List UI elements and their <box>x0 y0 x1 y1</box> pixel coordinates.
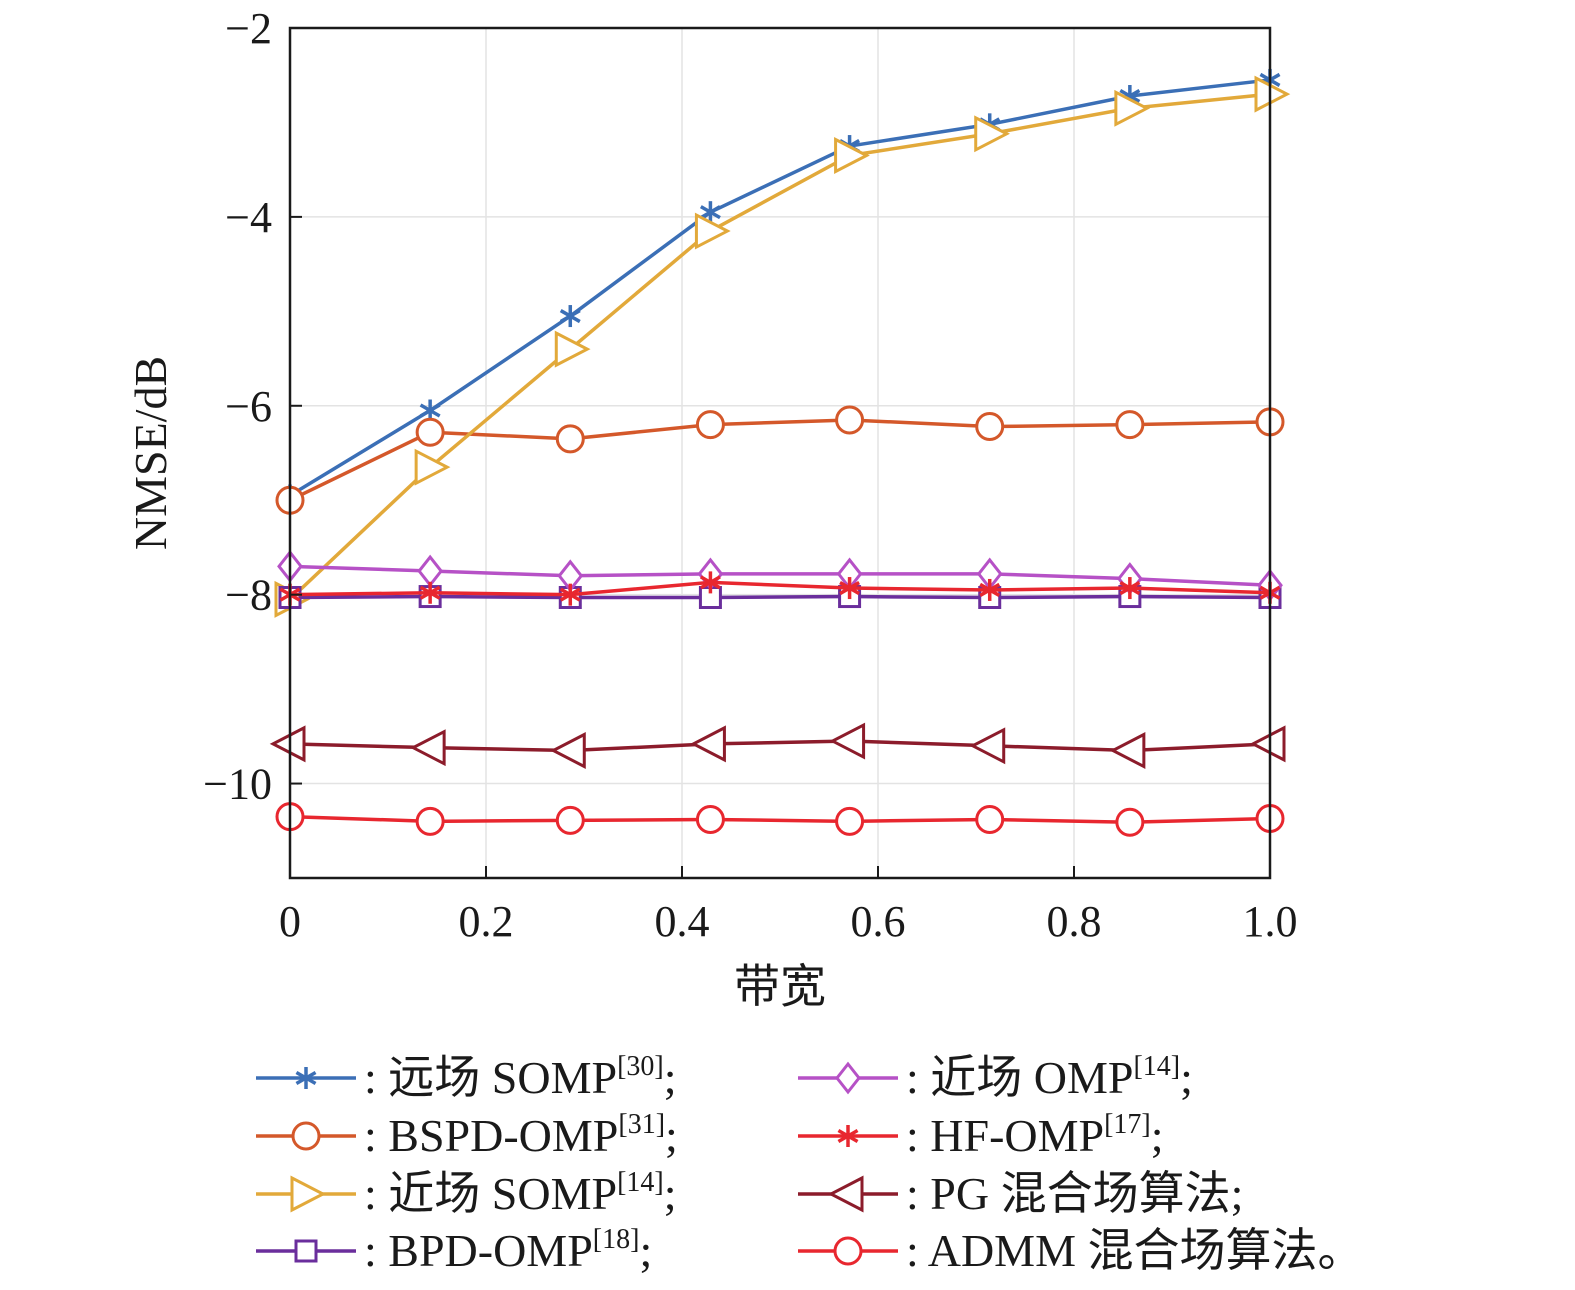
data-point-marker <box>839 577 861 600</box>
legend-marker <box>291 1121 321 1151</box>
data-point-marker <box>979 578 1001 601</box>
data-point-marker <box>559 583 581 606</box>
data-point-marker <box>690 725 726 763</box>
data-point-marker <box>974 115 1010 153</box>
series-line <box>289 594 1271 600</box>
x-tick-label: 0.8 <box>1047 897 1102 946</box>
data-point-marker <box>829 722 866 760</box>
data-point-marker <box>409 729 446 767</box>
data-point-marker <box>1114 89 1151 127</box>
plot-series <box>269 68 1291 837</box>
y-tick-label: −4 <box>225 193 272 242</box>
x-axis-label: 带宽 <box>734 961 826 1012</box>
x-tick-label: 0 <box>279 897 301 946</box>
data-point-marker <box>1115 807 1145 837</box>
x-tick-label: 0.6 <box>851 897 906 946</box>
legend-item-6: : HF-OMP[17]; <box>798 1109 1164 1161</box>
data-point-marker <box>415 417 445 447</box>
legend-label: : BSPD-OMP[31]; <box>364 1109 678 1161</box>
plot-frame <box>288 26 1272 880</box>
data-point-marker <box>414 448 451 486</box>
legend-label: : HF-OMP[17]; <box>906 1109 1164 1161</box>
y-tick-label: −6 <box>225 382 272 431</box>
legend-label: : ADMM 混合场算法。 <box>906 1225 1363 1276</box>
data-point-marker <box>417 554 444 588</box>
data-point-marker <box>1119 577 1141 600</box>
data-point-marker <box>1115 410 1145 440</box>
data-point-marker <box>415 806 445 836</box>
series-line <box>289 418 1271 502</box>
legend-label: : 近场 SOMP[14]; <box>364 1167 677 1219</box>
data-point-marker <box>1254 75 1291 113</box>
legend: : 远场 SOMP[30]; : BSPD-OMP[31]; : 近场 SOMP[1… <box>256 1051 1363 1276</box>
y-tick-label: −2 <box>225 4 272 53</box>
axis-ticks: 0 0.2 0.4 0.6 0.8 1.0 −10 −8 −6 −4 −2 <box>203 4 1297 946</box>
x-tick-label: 0.4 <box>655 897 710 946</box>
data-point-marker <box>835 806 865 836</box>
series-line <box>289 814 1271 825</box>
data-point-marker <box>835 405 865 435</box>
legend-marker <box>835 1061 861 1095</box>
series-line <box>288 92 1271 601</box>
series-line <box>289 564 1271 587</box>
data-point-marker <box>975 804 1005 834</box>
legend-marker <box>290 1175 327 1213</box>
legend-item-3: : 近场 SOMP[14]; <box>256 1167 677 1219</box>
series-line <box>289 739 1271 753</box>
data-point-marker <box>834 137 870 174</box>
series-3 <box>274 75 1291 618</box>
series-7 <box>269 722 1286 769</box>
data-point-marker <box>555 805 585 835</box>
legend-marker <box>827 1175 864 1213</box>
data-point-marker <box>699 571 721 594</box>
legend-item-8: : ADMM 混合场算法。 <box>798 1225 1363 1276</box>
legend-label: : 远场 SOMP[30]; <box>364 1051 677 1103</box>
legend-item-4: : BPD-OMP[18]; <box>256 1224 652 1276</box>
data-point-marker <box>555 424 585 454</box>
series-line <box>289 580 1271 597</box>
legend-label: : 近场 OMP[14]; <box>906 1051 1193 1103</box>
data-point-marker <box>695 804 725 834</box>
data-point-marker <box>550 732 586 769</box>
y-tick-label: −8 <box>225 571 272 620</box>
legend-label: : BPD-OMP[18]; <box>364 1224 652 1276</box>
series-2 <box>275 405 1285 515</box>
data-point-marker <box>699 201 721 224</box>
data-point-marker <box>694 212 731 250</box>
y-axis-label: NMSE/dB <box>125 356 176 550</box>
data-point-marker <box>269 725 306 763</box>
legend-marker <box>294 1239 318 1263</box>
legend-item-7: : PG 混合场算法; <box>798 1168 1243 1219</box>
legend-item-5: : 近场 OMP[14]; <box>798 1051 1193 1103</box>
legend-marker <box>837 1125 859 1147</box>
legend-marker <box>295 1067 317 1089</box>
data-point-marker <box>559 305 581 328</box>
series-8 <box>275 802 1285 837</box>
data-point-marker <box>419 581 441 604</box>
data-point-marker <box>554 330 591 368</box>
x-tick-label: 0.2 <box>459 897 514 946</box>
data-point-marker <box>695 410 725 440</box>
y-tick-label: −10 <box>203 760 272 809</box>
legend-item-2: : BSPD-OMP[31]; <box>256 1109 678 1161</box>
legend-label: : PG 混合场算法; <box>906 1168 1243 1219</box>
data-point-marker <box>969 727 1006 765</box>
legend-marker <box>833 1236 863 1266</box>
data-point-marker <box>975 412 1005 442</box>
data-point-marker <box>1109 732 1146 769</box>
legend-item-1: : 远场 SOMP[30]; <box>256 1051 677 1103</box>
series-line <box>289 78 1271 497</box>
x-tick-label: 1.0 <box>1243 897 1298 946</box>
data-point-marker <box>1249 725 1286 763</box>
